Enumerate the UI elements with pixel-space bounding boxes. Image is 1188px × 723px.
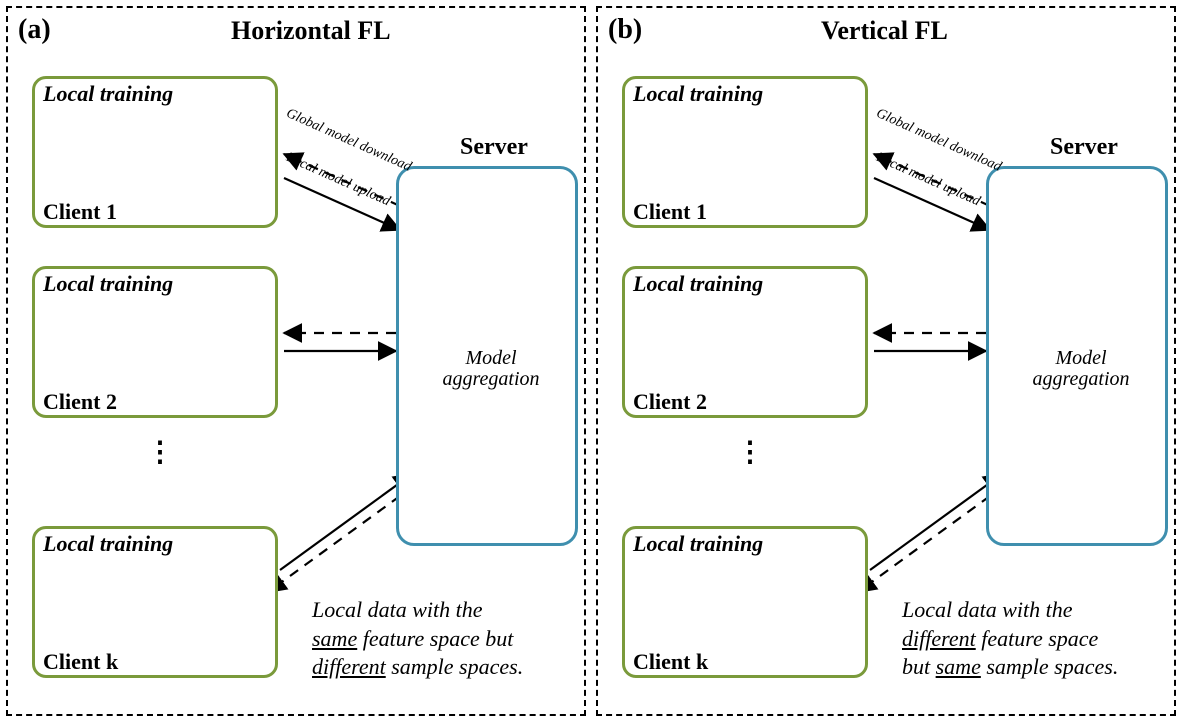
client-box: Local training Client k bbox=[622, 526, 868, 678]
client-box: Local training Client k bbox=[32, 526, 278, 678]
client-box: Local training Client 1 bbox=[32, 76, 278, 228]
model-aggregation-label: Modelaggregation bbox=[1016, 348, 1146, 390]
model-aggregation-label: Modelaggregation bbox=[426, 348, 556, 390]
server-title: Server bbox=[460, 134, 528, 161]
client-header: Local training bbox=[43, 81, 173, 107]
vertical-dots: ⋮ bbox=[146, 446, 176, 460]
client-footer: Client 2 bbox=[633, 389, 707, 415]
client-header: Local training bbox=[43, 531, 173, 557]
server-title: Server bbox=[1050, 134, 1118, 161]
vertical-dots: ⋮ bbox=[736, 446, 766, 460]
client-footer: Client k bbox=[633, 649, 708, 675]
panel-caption: Local data with thedifferent feature spa… bbox=[902, 596, 1172, 682]
client-footer: Client 2 bbox=[43, 389, 117, 415]
client-header: Local training bbox=[633, 531, 763, 557]
client-footer: Client k bbox=[43, 649, 118, 675]
client-footer: Client 1 bbox=[43, 199, 117, 225]
client-footer: Client 1 bbox=[633, 199, 707, 225]
client-header: Local training bbox=[633, 271, 763, 297]
panel-caption: Local data with thesame feature space bu… bbox=[312, 596, 582, 682]
client-box: Local training Client 2 bbox=[622, 266, 868, 418]
client-header: Local training bbox=[43, 271, 173, 297]
client-box: Local training Client 2 bbox=[32, 266, 278, 418]
client-header: Local training bbox=[633, 81, 763, 107]
client-box: Local training Client 1 bbox=[622, 76, 868, 228]
